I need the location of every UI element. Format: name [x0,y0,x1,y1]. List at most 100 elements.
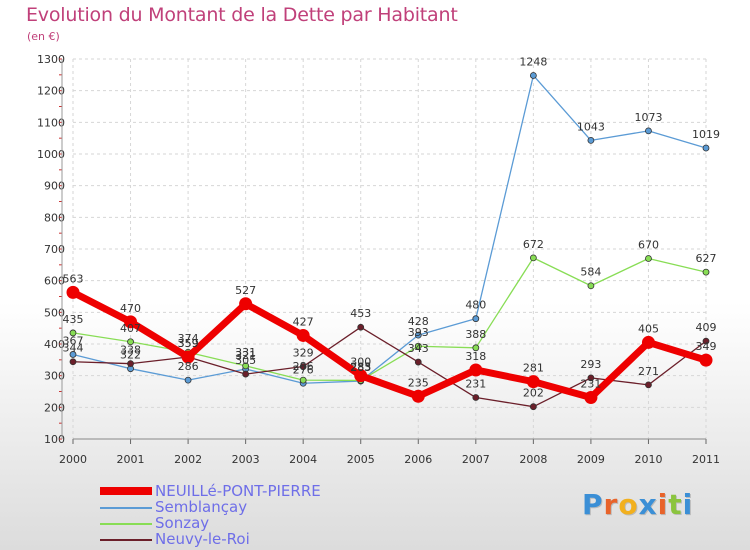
data-point [414,331,422,339]
data-point [529,403,537,411]
y-tick-label: 900 [44,180,65,193]
data-label: 235 [408,376,429,389]
data-point [242,370,250,378]
proxiti-logo: Proxiti [582,488,693,521]
x-tick-label: 2001 [117,453,145,466]
data-label: 318 [465,350,486,363]
data-point [472,315,480,323]
y-tick-label: 1000 [37,148,65,161]
data-label: 1043 [577,120,605,133]
data-point [69,358,77,366]
data-label: 672 [523,238,544,251]
data-point [239,297,253,311]
logo-letter: i [657,488,669,521]
data-point [702,268,710,276]
x-tick-label: 2010 [634,453,662,466]
legend-swatch [100,487,152,495]
data-point [529,72,537,79]
data-label: 480 [465,299,486,312]
data-point [69,329,77,337]
data-point [526,375,540,389]
data-label: 231 [580,378,601,391]
x-tick-label: 2008 [519,453,547,466]
y-tick-label: 500 [44,306,65,319]
series-lines [66,72,713,411]
data-point [184,376,192,384]
x-tick-label: 2003 [232,453,260,466]
data-point [411,389,425,403]
data-point [69,351,77,358]
x-tick-label: 2011 [692,453,720,466]
data-point [699,353,713,367]
data-label: 374 [178,332,199,345]
data-point [127,338,134,346]
data-label: 470 [120,302,141,315]
data-label: 409 [696,321,717,334]
data-point [587,374,595,382]
data-label: 407 [120,322,141,335]
y-tick-label: 100 [44,433,65,446]
logo-letter: t [668,488,683,521]
data-point [641,335,655,349]
data-point [66,285,80,299]
data-label: 231 [465,378,486,391]
y-tick-label: 1200 [37,85,65,98]
data-label: 670 [638,239,659,252]
legend-label: NEUILLé-PONT-PIERRE [155,482,321,500]
data-label: 283 [350,361,371,374]
data-point [472,344,480,352]
data-label: 286 [178,360,199,373]
data-point [299,376,307,384]
data-label: 276 [293,363,314,376]
data-label: 321 [235,349,256,362]
data-label: 627 [696,252,717,265]
logo-letter: o [618,488,639,521]
y-tick-label: 1300 [37,53,65,66]
data-point [645,127,652,135]
data-label: 393 [408,326,429,339]
data-label: 349 [696,340,717,353]
data-point [587,136,595,144]
data-point [472,394,480,401]
x-tick-label: 2006 [404,453,432,466]
data-point [242,362,250,370]
data-label: 271 [638,365,659,378]
y-tick-label: 800 [44,211,65,224]
data-label: 428 [408,315,429,328]
data-point [645,381,652,389]
x-tick-label: 2007 [462,453,490,466]
x-tick-label: 2004 [289,453,317,466]
series-line-neuill-pont-pierre [69,288,710,402]
data-label: 427 [293,315,314,328]
logo-letter: x [638,488,658,521]
data-point [702,337,710,345]
data-point [469,363,483,377]
data-point [181,350,195,364]
x-tick-label: 2000 [59,453,87,466]
legend-swatch [100,523,152,525]
data-label: 388 [465,328,486,341]
axes: 100 200 300 400 500 600 700 800 900 1000 1100 1200 1… [37,53,720,466]
data-point [299,363,307,370]
data-point [645,255,652,262]
data-label: 1248 [519,55,547,68]
logo-letter: r [603,488,619,521]
legend-label: Sonzay [155,514,210,532]
series-line-neuvy-le-roi [72,326,707,408]
x-tick-label: 2005 [347,453,375,466]
series-line-semblan-ay [72,74,707,384]
data-point [296,328,310,342]
data-label: 343 [408,342,429,355]
data-point [529,254,537,262]
data-point [702,144,710,152]
legend-swatch [100,539,152,541]
data-label: 453 [350,307,371,320]
data-label: 584 [580,266,601,279]
data-point [124,315,138,329]
data-label: 1073 [634,111,662,124]
y-tick-label: 700 [44,243,65,256]
data-label: 285 [350,360,371,373]
data-labels: 5634703595274273002353182812314053493673… [63,55,721,399]
legend-label: Neuvy-le-Roi [155,530,250,548]
